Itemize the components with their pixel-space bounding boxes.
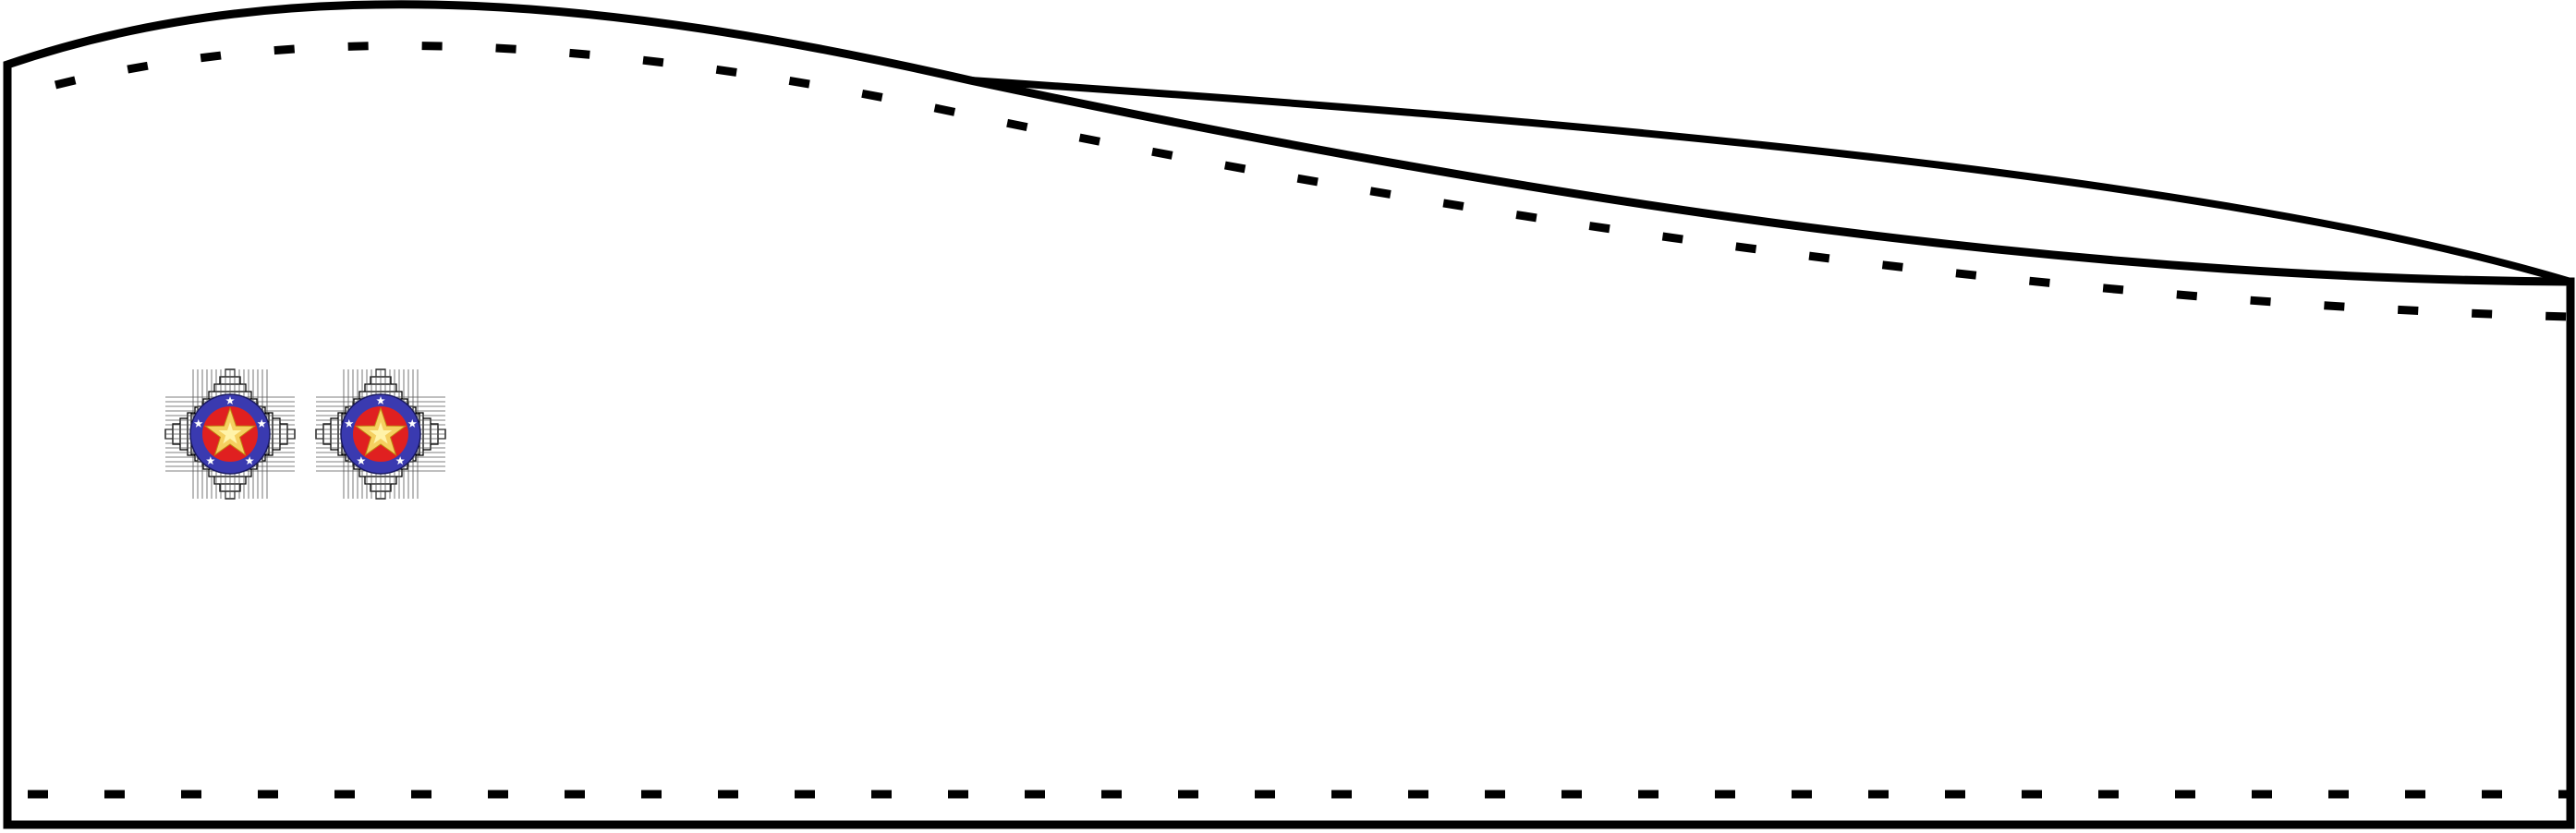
insignia-2	[315, 368, 446, 500]
star-badge-icon	[315, 368, 446, 500]
fold-line	[969, 77, 2572, 285]
pattern-outline	[3, 0, 2575, 829]
star-badge-icon	[164, 368, 296, 500]
top-seam-line	[54, 41, 2571, 321]
insignia-1	[164, 368, 296, 500]
